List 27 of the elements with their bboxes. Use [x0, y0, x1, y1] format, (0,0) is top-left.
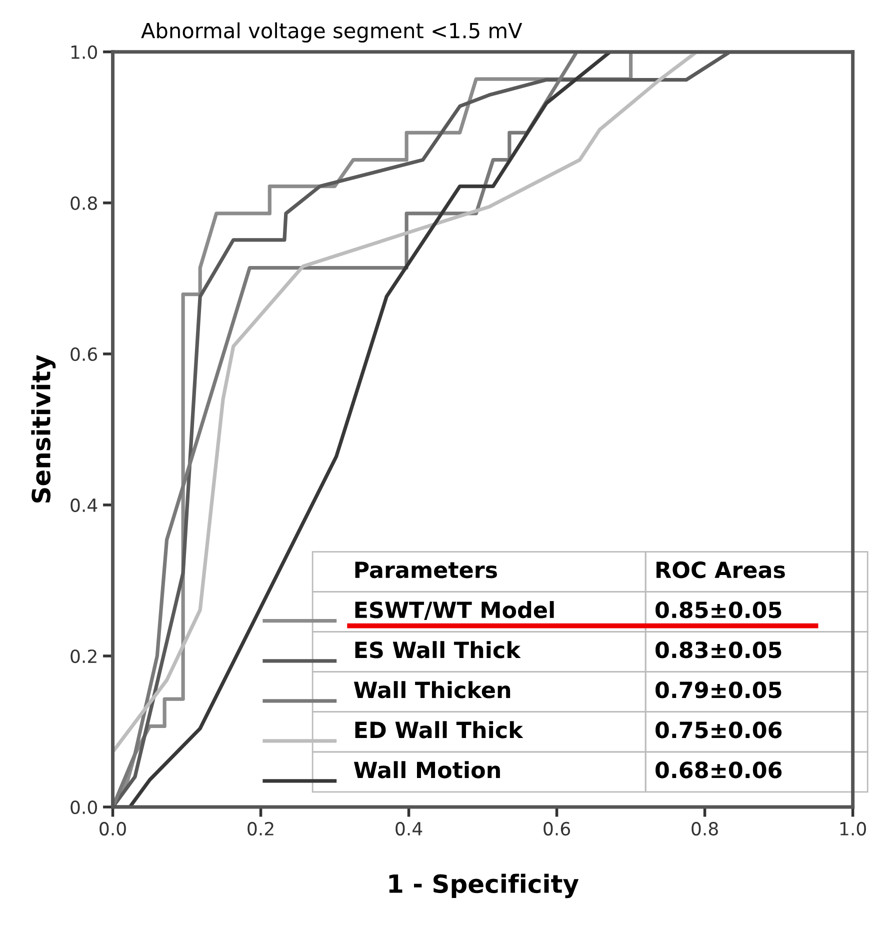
legend-label: ED Wall Thick — [355, 721, 524, 738]
annotation: 0.68±0.06 — [656, 762, 782, 778]
y-tick-label: 0.0 — [70, 800, 97, 814]
y-tick-label: 0.6 — [70, 347, 98, 362]
x-tick-label: 0.8 — [692, 822, 718, 836]
x-tick-label: 0.2 — [248, 822, 274, 836]
chart-title: Abnormal voltage segment <1.5 mV — [141, 22, 522, 42]
annotation: 0.85±0.05 — [656, 601, 782, 618]
legend-title: Parameters — [355, 562, 497, 578]
legend-label: ES Wall Thick — [355, 641, 521, 658]
annotation: 0.75±0.06 — [656, 722, 782, 738]
y-tick-label: 1.0 — [71, 45, 97, 59]
x-tick-label: 0.4 — [396, 822, 422, 836]
y-tick-label: 0.2 — [70, 649, 96, 664]
legend-label: Wall Thicken — [354, 681, 510, 698]
legend-label: Wall Motion — [354, 761, 500, 778]
x-axis-title: 1 - Specificity — [389, 874, 579, 898]
legend-label: ESWT/WT Model — [355, 601, 554, 620]
annotation: 0.83±0.05 — [656, 641, 782, 658]
x-tick-label: 0.6 — [544, 822, 570, 836]
x-tick-label: 1.0 — [840, 822, 866, 836]
annotation: ROC Areas — [656, 561, 785, 578]
y-tick-label: 0.4 — [70, 498, 98, 512]
y-tick-label: 0.8 — [70, 196, 97, 210]
y-axis-title: Sensitivity — [31, 354, 56, 503]
annotation: 0.79±0.05 — [656, 681, 782, 698]
x-tick-label: 0.0 — [100, 822, 126, 836]
